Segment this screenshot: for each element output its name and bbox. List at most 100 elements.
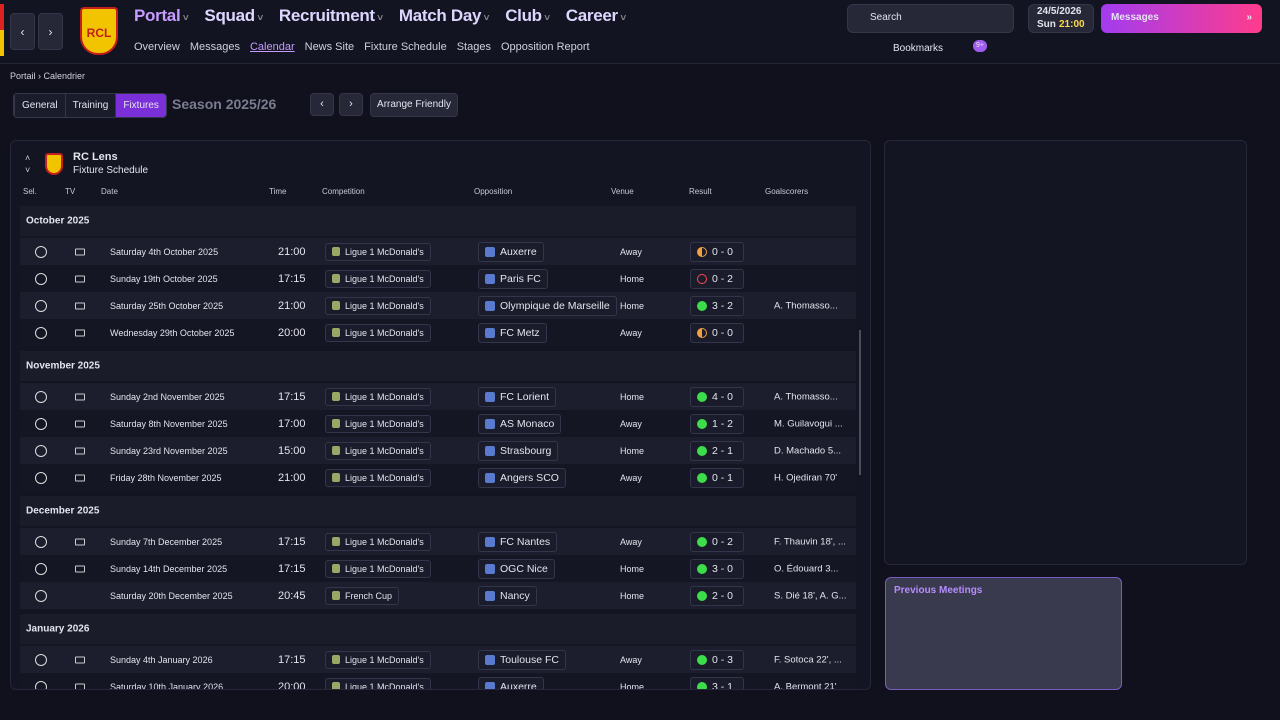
competition-name: Ligue 1 McDonald's xyxy=(345,654,424,665)
select-radio[interactable] xyxy=(35,299,47,312)
scrollbar[interactable] xyxy=(859,330,861,475)
prev-season[interactable]: ‹ xyxy=(310,93,334,116)
select-radio[interactable] xyxy=(35,589,47,602)
sub-nav-item[interactable]: Calendar xyxy=(249,41,295,53)
club-logo[interactable]: RCL xyxy=(80,7,118,55)
next-season[interactable]: › xyxy=(339,93,363,116)
select-radio[interactable] xyxy=(35,653,47,666)
date: Sunday 4th January 2026 xyxy=(110,654,213,665)
opposition-name[interactable]: Auxerre xyxy=(500,245,537,258)
result: 2 - 1 xyxy=(690,440,745,461)
sub-nav-item[interactable]: Fixture Schedule xyxy=(364,41,447,53)
fixture-row[interactable]: Saturday 4th October 2025 21:00 Ligue 1 Mc… xyxy=(20,238,856,265)
column-header[interactable]: Sel. xyxy=(23,187,37,196)
club-badge xyxy=(45,153,63,175)
opposition-name[interactable]: FC Lorient xyxy=(500,390,550,403)
sub-nav-item[interactable]: Overview xyxy=(134,41,180,53)
fixture-row[interactable]: Wednesday 29th October 2025 20:00 Ligue 1 … xyxy=(20,319,856,346)
competition: Ligue 1 McDonald's xyxy=(325,269,431,288)
fixture-row[interactable]: Friday 28th November 2025 21:00 Ligue 1 Mc… xyxy=(20,464,856,491)
fixture-row[interactable]: Sunday 7th December 2025 17:15 Ligue 1 McD… xyxy=(20,528,856,555)
nav-item[interactable]: Squad xyxy=(204,6,262,26)
nav-item[interactable]: Career xyxy=(566,6,626,26)
fixture-row[interactable]: Saturday 8th November 2025 17:00 Ligue 1 M… xyxy=(20,410,856,437)
select-radio[interactable] xyxy=(35,390,47,403)
column-header[interactable]: Result xyxy=(689,187,712,196)
date-box[interactable] xyxy=(1028,4,1094,33)
arrange-friendly[interactable]: Arrange Friendly xyxy=(370,93,458,117)
select-radio[interactable] xyxy=(35,680,47,689)
tv-icon xyxy=(75,447,85,454)
opposition-name[interactable]: Olympique de Marseille xyxy=(500,299,610,312)
month-header: January 2026 xyxy=(20,614,856,644)
sub-nav-item[interactable]: Stages xyxy=(456,41,491,53)
column-header[interactable]: Competition xyxy=(322,187,365,196)
select-radio[interactable] xyxy=(35,272,47,285)
select-radio[interactable] xyxy=(35,562,47,575)
opposition-name[interactable]: AS Monaco xyxy=(500,417,555,430)
club-subtitle: Fixture Schedule xyxy=(73,165,149,176)
fixture-row[interactable]: Sunday 19th October 2025 17:15 Ligue 1 McD… xyxy=(20,265,856,292)
bookmarks[interactable]: Bookmarks xyxy=(893,43,944,54)
fixture-row[interactable]: Saturday 10th January 2026 20:00 Ligue 1 M… xyxy=(20,673,856,689)
opposition-name[interactable]: Nancy xyxy=(500,589,530,602)
sub-nav-item[interactable]: Messages xyxy=(189,41,240,53)
collapse[interactable]: ˄ ˅ xyxy=(25,153,31,175)
column-header[interactable]: Time xyxy=(269,187,287,196)
toolbar xyxy=(847,4,1014,33)
crumb[interactable]: Calendrier xyxy=(43,71,86,81)
time: 17:15 xyxy=(278,562,306,575)
column-header[interactable]: TV xyxy=(65,187,76,196)
day: Sun xyxy=(1037,19,1056,30)
select-radio[interactable] xyxy=(35,417,47,430)
result-icon xyxy=(697,391,707,402)
forward-button[interactable]: › xyxy=(38,13,63,50)
select-radio[interactable] xyxy=(35,245,47,258)
fixture-row[interactable]: Sunday 14th December 2025 17:15 Ligue 1 Mc… xyxy=(20,555,856,582)
tv-icon xyxy=(75,275,85,282)
result-icon xyxy=(697,273,707,284)
opposition-name[interactable]: Angers SCO xyxy=(500,471,559,484)
crumb[interactable]: Portail xyxy=(10,71,36,81)
goalscorers: D. Machado 5... xyxy=(774,445,842,456)
opposition-name[interactable]: FC Nantes xyxy=(500,535,551,548)
result-icon xyxy=(697,681,707,689)
sub-nav-item[interactable]: News Site xyxy=(304,41,355,53)
column-header[interactable]: Opposition xyxy=(474,187,513,196)
fixture-row[interactable]: Sunday 4th January 2026 17:15 Ligue 1 McDo… xyxy=(20,646,856,673)
tab[interactable]: Fixtures xyxy=(115,94,166,117)
back-button[interactable]: ‹ xyxy=(10,13,35,50)
opposition-badge xyxy=(485,300,495,311)
competition-name: Ligue 1 McDonald's xyxy=(345,327,424,338)
select-radio[interactable] xyxy=(35,326,47,339)
opposition-name[interactable]: OGC Nice xyxy=(500,562,548,575)
opposition-name[interactable]: Strasbourg xyxy=(500,444,552,457)
column-header[interactable]: Date xyxy=(101,187,118,196)
column-header[interactable]: Venue xyxy=(611,187,634,196)
tab[interactable]: Training xyxy=(64,94,116,117)
select-radio[interactable] xyxy=(35,471,47,484)
opposition-name[interactable]: Auxerre xyxy=(500,680,537,690)
column-header[interactable]: Goalscorers xyxy=(765,187,809,196)
select-radio[interactable] xyxy=(35,444,47,457)
select-radio[interactable] xyxy=(35,535,47,548)
nav-item[interactable]: Recruitment xyxy=(279,6,383,26)
nav-item[interactable]: Match Day xyxy=(399,6,489,26)
opposition-name[interactable]: Toulouse FC xyxy=(500,653,559,666)
competition-icon xyxy=(332,446,340,455)
opposition-name[interactable]: Paris FC xyxy=(500,272,541,285)
nav-item[interactable]: Club xyxy=(505,6,550,26)
venue: Away xyxy=(620,418,642,429)
competition-icon xyxy=(332,564,340,573)
tab[interactable]: General xyxy=(14,94,65,117)
fixture-row[interactable]: Saturday 25th October 2025 21:00 Ligue 1 M… xyxy=(20,292,856,319)
fixture-row[interactable]: Sunday 23rd November 2025 15:00 Ligue 1 Mc… xyxy=(20,437,856,464)
nav-item[interactable]: Portal xyxy=(134,6,188,26)
search[interactable]: Search xyxy=(870,12,902,23)
fixture-row[interactable]: Saturday 20th December 2025 20:45 French C… xyxy=(20,582,856,609)
opposition-name[interactable]: FC Metz xyxy=(500,326,540,339)
messages-button[interactable]: Messages» xyxy=(1101,4,1262,33)
fixture-row[interactable]: Sunday 2nd November 2025 17:15 Ligue 1 McD… xyxy=(20,383,856,410)
season[interactable]: Season 2025/26 xyxy=(172,96,277,112)
sub-nav-item[interactable]: Opposition Report xyxy=(500,41,590,53)
